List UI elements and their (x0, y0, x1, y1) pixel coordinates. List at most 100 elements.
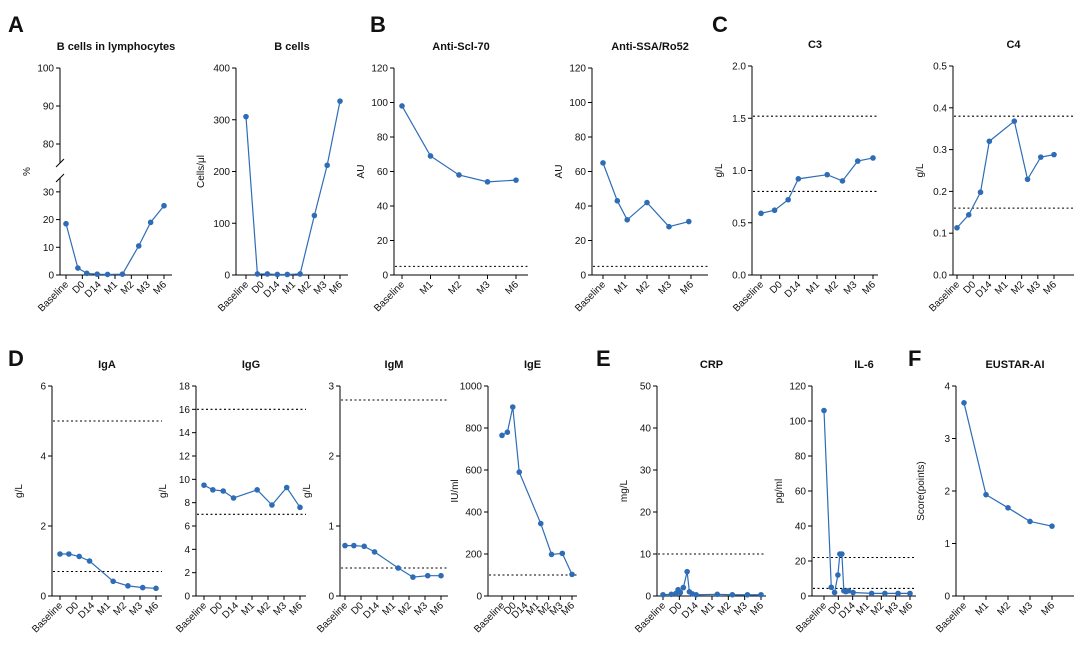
x-tick-label: M6 (504, 279, 522, 297)
y-tick-label: 0.5 (933, 62, 947, 73)
x-tick-label: D14 (83, 279, 104, 300)
x-tick-label: M6 (1042, 279, 1060, 297)
data-point (75, 265, 81, 271)
panel-letters: A B C D E F (8, 12, 921, 371)
data-point (201, 482, 207, 488)
x-tick-label: D14 (974, 279, 995, 300)
y-tick-label: 0 (224, 271, 230, 282)
chart-title-anti_ssa_ro52: Anti-SSA/Ro52 (611, 41, 689, 53)
x-tick-label: M2 (112, 600, 130, 618)
x-tick-label: Baseline (794, 600, 829, 635)
data-point (119, 271, 126, 277)
data-point (1011, 118, 1018, 124)
y-tick-label: 2 (184, 568, 190, 579)
data-point (424, 572, 431, 579)
data-point (624, 217, 630, 223)
y-axis-label-eustar: Score(points) (916, 461, 927, 520)
data-point (1027, 518, 1033, 525)
x-tick-label: Baseline (36, 279, 71, 314)
y-tick-label: 14 (179, 428, 191, 439)
y-tick-label: 40 (575, 202, 587, 213)
chart-b_cells_pct: B cells in lymphocytes 0 10 20 30 80 90 100% Bas… (22, 41, 175, 314)
x-tick-label: Baseline (573, 279, 608, 314)
x-tick-label: M2 (397, 600, 415, 618)
y-tick-label: 20 (575, 236, 587, 247)
data-point (1005, 505, 1011, 511)
y-tick-label: 8 (184, 498, 190, 509)
x-tick-label: Baseline (472, 600, 507, 635)
y-tick-label: 600 (465, 466, 482, 477)
x-tick-label: M3 (657, 279, 675, 297)
x-tick-label: Baseline (633, 600, 668, 635)
data-point (677, 589, 684, 596)
data-point (668, 591, 675, 598)
data-point (311, 212, 318, 219)
y-tick-label: 0 (476, 592, 482, 603)
x-tick-label: M1 (96, 600, 114, 618)
chart-title-b_cells_pct: B cells in lymphocytes (57, 41, 176, 53)
data-point (125, 583, 131, 589)
x-tick-label: M2 (635, 279, 653, 297)
y-tick-label: 120 (569, 64, 586, 75)
x-tick-label: M6 (1040, 600, 1058, 618)
y-tick-label: 3 (944, 434, 950, 445)
y-tick-label: 0.5 (732, 218, 746, 229)
x-tick-label: M3 (135, 279, 153, 297)
y-tick-label: 20 (377, 236, 389, 247)
y-tick-label: 0.4 (933, 103, 947, 114)
series-line (401, 105, 517, 183)
y-tick-label: 120 (789, 382, 806, 393)
y-tick-label: 16 (179, 405, 191, 416)
data-point (1037, 154, 1044, 160)
y-tick-label: 200 (465, 550, 482, 561)
y-tick-label: 0.2 (933, 187, 947, 198)
y-tick-label: 0 (328, 592, 334, 603)
data-point (324, 162, 330, 169)
y-tick-label: 6 (40, 382, 46, 393)
y-tick-label: 0 (800, 592, 806, 603)
y-axis-label-igg: g/L (158, 484, 169, 498)
data-point (965, 212, 972, 218)
y-tick-label: 10 (43, 243, 55, 254)
x-tick-label: Baseline (30, 600, 65, 635)
y-axis-label-anti_scl70: AU (356, 165, 367, 179)
axis-break-mark (55, 173, 65, 183)
data-point (395, 565, 401, 571)
data-point (361, 543, 368, 550)
data-point (104, 271, 111, 278)
y-axis-label-anti_ssa_ro52: AU (554, 165, 565, 179)
data-point (484, 179, 491, 185)
y-tick-label: 0 (645, 592, 651, 603)
y-tick-label: 0 (184, 592, 190, 603)
data-point (986, 138, 993, 145)
y-axis-label-b_cells_pct: % (22, 167, 33, 176)
data-point (954, 224, 960, 231)
y-tick-label: 4 (40, 452, 46, 463)
y-tick-label: 0 (944, 592, 950, 603)
data-point (839, 551, 845, 557)
chart-ige: IgE02004006008001000IU/mlBaselineD0D14M1… (450, 359, 577, 635)
y-tick-label: 100 (213, 219, 230, 230)
y-tick-label: 50 (640, 382, 652, 393)
data-point (961, 400, 967, 406)
panel-letter-f: F (908, 346, 921, 371)
y-tick-label: 80 (575, 133, 587, 144)
x-tick-label: M1 (974, 600, 992, 618)
data-point (983, 491, 989, 498)
y-tick-label: 400 (465, 508, 482, 519)
series-line (956, 120, 1055, 229)
x-tick-label: Baseline (927, 279, 962, 314)
x-tick-label: M1 (613, 279, 631, 297)
data-point (1024, 176, 1031, 183)
x-tick-label: M1 (805, 279, 823, 297)
series-line (760, 157, 874, 214)
data-point (559, 550, 566, 557)
data-point (230, 495, 237, 501)
x-tick-label: M6 (679, 279, 697, 297)
chart-title-ige: IgE (524, 359, 541, 371)
data-point (254, 271, 261, 277)
y-tick-label: 0.0 (933, 271, 947, 282)
data-point (516, 469, 523, 475)
